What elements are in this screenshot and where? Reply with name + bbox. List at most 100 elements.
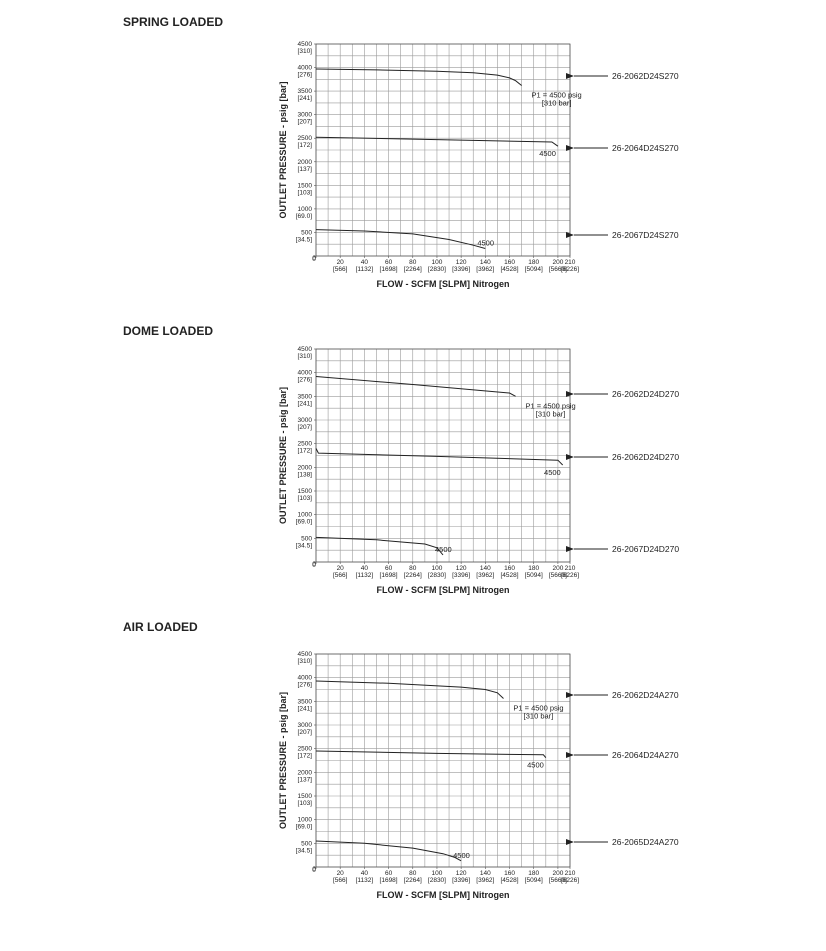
x-tick-sublabel: [1698] — [380, 266, 398, 273]
end-annotation: P1 = 4500 psig — [525, 401, 575, 410]
end-annotation: [310 bar] — [524, 711, 554, 720]
chart-title: AIR LOADED — [123, 620, 198, 634]
y-tick-sublabel: [172] — [298, 142, 313, 149]
x-tick-label: 60 — [385, 870, 393, 877]
legend-label: 26-2067D24S270 — [612, 230, 679, 240]
y-tick-sublabel: [241] — [298, 95, 313, 102]
series-line — [315, 68, 522, 86]
x-tick-sublabel: [1132] — [356, 572, 374, 579]
y-tick-label: 1000 — [298, 206, 313, 213]
series-line — [315, 536, 444, 556]
x-tick-label: 40 — [361, 870, 369, 877]
x-tick-label: 60 — [385, 259, 393, 266]
x-tick-label: 210 — [565, 565, 576, 572]
y-tick-sublabel: [34.5] — [296, 236, 312, 243]
x-tick-label: 210 — [565, 259, 576, 266]
x-tick-sublabel: [5094] — [525, 572, 543, 579]
legend-label: 26-2062D24A270 — [612, 690, 679, 700]
y-tick-sublabel: [137] — [298, 166, 313, 173]
y-tick-label: 4000 — [298, 370, 313, 377]
x-tick-label: 80 — [409, 870, 417, 877]
x-tick-sublabel: [6226] — [561, 572, 579, 579]
y-tick-label: 2000 — [298, 159, 313, 166]
x-tick-sublabel: [566] — [333, 572, 348, 579]
x-tick-sublabel: [566] — [333, 877, 348, 884]
y-tick-sublabel: [276] — [298, 377, 313, 384]
x-tick-sublabel: [1698] — [380, 877, 398, 884]
y-tick-label: 4000 — [298, 675, 313, 682]
plot-frame — [315, 653, 571, 868]
y-tick-sublabel: [241] — [298, 400, 313, 407]
x-tick-label: 180 — [528, 259, 539, 266]
y-tick-sublabel: [241] — [298, 705, 313, 712]
y-tick-label: 500 — [301, 229, 312, 236]
legend-label: 26-2067D24D270 — [612, 544, 679, 554]
y-tick-sublabel: [69.0] — [296, 519, 312, 526]
y-tick-label: 1500 — [298, 488, 313, 495]
x-tick-label: 200 — [552, 259, 563, 266]
y-tick-label: 3500 — [298, 393, 313, 400]
x-tick-sublabel: [3962] — [476, 266, 494, 273]
x-tick-label: 180 — [528, 870, 539, 877]
series-line — [315, 840, 462, 862]
x-tick-label: 200 — [552, 565, 563, 572]
y-tick-label: 0 — [312, 561, 316, 568]
x-tick-label: 160 — [504, 259, 515, 266]
x-tick-label: 0 — [312, 562, 316, 569]
x-tick-sublabel: [2264] — [404, 572, 422, 579]
x-tick-label: 140 — [480, 565, 491, 572]
end-annotation: 4500 — [435, 545, 452, 554]
x-tick-label: 20 — [337, 870, 345, 877]
x-tick-sublabel: [4528] — [500, 877, 518, 884]
end-annotation: P1 = 4500 psig — [513, 703, 563, 712]
x-tick-label: 140 — [480, 259, 491, 266]
series-line — [315, 750, 547, 759]
x-tick-sublabel: [3396] — [452, 266, 470, 273]
x-tick-sublabel: [5660] — [549, 877, 567, 884]
end-annotation: 4500 — [477, 238, 494, 247]
y-tick-sublabel: [103] — [298, 800, 313, 807]
x-tick-label: 0 — [312, 256, 316, 263]
y-tick-sublabel: [276] — [298, 682, 313, 689]
y-tick-sublabel: [138] — [298, 471, 313, 478]
x-tick-sublabel: [6226] — [561, 266, 579, 273]
x-tick-label: 180 — [528, 565, 539, 572]
legend-label: 26-2062D24D270 — [612, 452, 679, 462]
end-annotation: 4500 — [453, 851, 470, 860]
x-tick-label: 210 — [565, 870, 576, 877]
x-tick-sublabel: [1132] — [356, 877, 374, 884]
x-tick-label: 160 — [504, 870, 515, 877]
y-tick-label: 0 — [312, 255, 316, 262]
y-tick-label: 2000 — [298, 769, 313, 776]
y-tick-label: 4500 — [298, 346, 313, 353]
x-tick-label: 60 — [385, 565, 393, 572]
x-tick-label: 120 — [456, 565, 467, 572]
chart-title: SPRING LOADED — [123, 15, 223, 29]
y-tick-label: 500 — [301, 535, 312, 542]
x-tick-sublabel: [6226] — [561, 877, 579, 884]
end-annotation: [310 bar] — [536, 409, 566, 418]
y-axis-title: OUTLET PRESSURE - psig [bar] — [278, 692, 288, 829]
x-tick-sublabel: [2830] — [428, 877, 446, 884]
y-tick-label: 4500 — [298, 41, 313, 48]
y-tick-label: 2500 — [298, 135, 313, 142]
end-annotation: 4500 — [544, 468, 561, 477]
legend-label: 26-2062D24S270 — [612, 71, 679, 81]
x-tick-sublabel: [2264] — [404, 266, 422, 273]
x-tick-label: 20 — [337, 259, 345, 266]
chart: DOME LOADED 0 20[566] 40[1132] 60[1698] 80[22… — [123, 324, 679, 595]
x-tick-sublabel: [5660] — [549, 572, 567, 579]
y-tick-label: 3000 — [298, 417, 313, 424]
x-tick-label: 140 — [480, 870, 491, 877]
y-tick-label: 1500 — [298, 182, 313, 189]
x-tick-label: 80 — [409, 565, 417, 572]
y-tick-sublabel: [172] — [298, 753, 313, 760]
y-tick-sublabel: [207] — [298, 424, 313, 431]
end-annotation: P1 = 4500 psig — [531, 90, 581, 99]
x-tick-sublabel: [3962] — [476, 572, 494, 579]
x-tick-label: 100 — [432, 259, 443, 266]
y-tick-label: 3500 — [298, 88, 313, 95]
x-axis-title: FLOW - SCFM [SLPM] Nitrogen — [377, 279, 510, 289]
x-tick-sublabel: [566] — [333, 266, 348, 273]
